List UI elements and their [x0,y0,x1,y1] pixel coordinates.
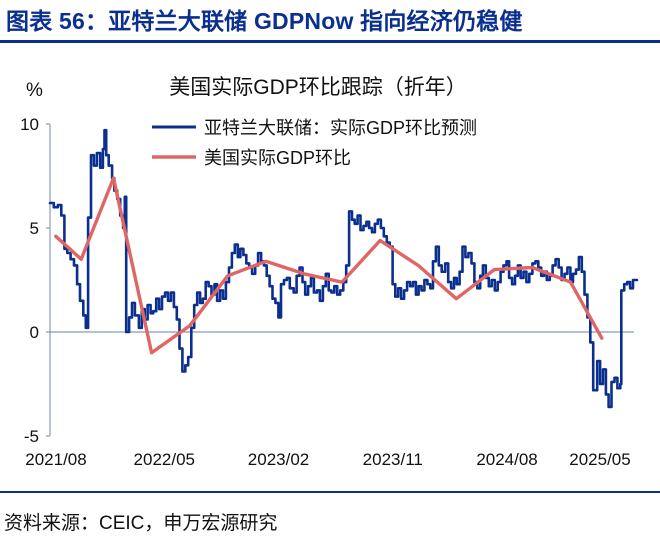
y-tick-label: -5 [24,427,39,446]
x-tick-label: 2024/08 [476,450,537,469]
series-line-1 [48,128,639,409]
y-axis-unit: % [26,80,43,101]
x-tick-label: 2023/11 [363,450,423,469]
y-tick-label: 10 [20,115,39,134]
legend-label-1: 亚特兰大联储：实际GDP环比预测 [204,118,477,138]
chart-title: 美国实际GDP环比跟踪（折年） [169,76,467,99]
title-rule [0,40,660,43]
x-tick-label: 2025/05 [569,450,630,469]
y-tick-label: 5 [30,219,39,238]
source-rule [0,491,660,493]
x-tick-label: 2021/08 [25,450,86,469]
figure-title: 图表 56：亚特兰大联储 GDPNow 指向经济仍稳健 [6,8,523,34]
source-note: 资料来源：CEIC，申万宏源研究 [4,513,278,534]
chart: 美国实际GDP环比跟踪（折年）% 10 5 0 -5 2021/08 2022/05 2023… [20,76,639,469]
x-tick-label: 2023/02 [248,450,309,469]
y-tick-label: 0 [30,323,39,342]
x-tick-label: 2022/05 [134,450,195,469]
legend-label-2: 美国实际GDP环比 [204,148,351,168]
series-line-2 [54,176,604,355]
